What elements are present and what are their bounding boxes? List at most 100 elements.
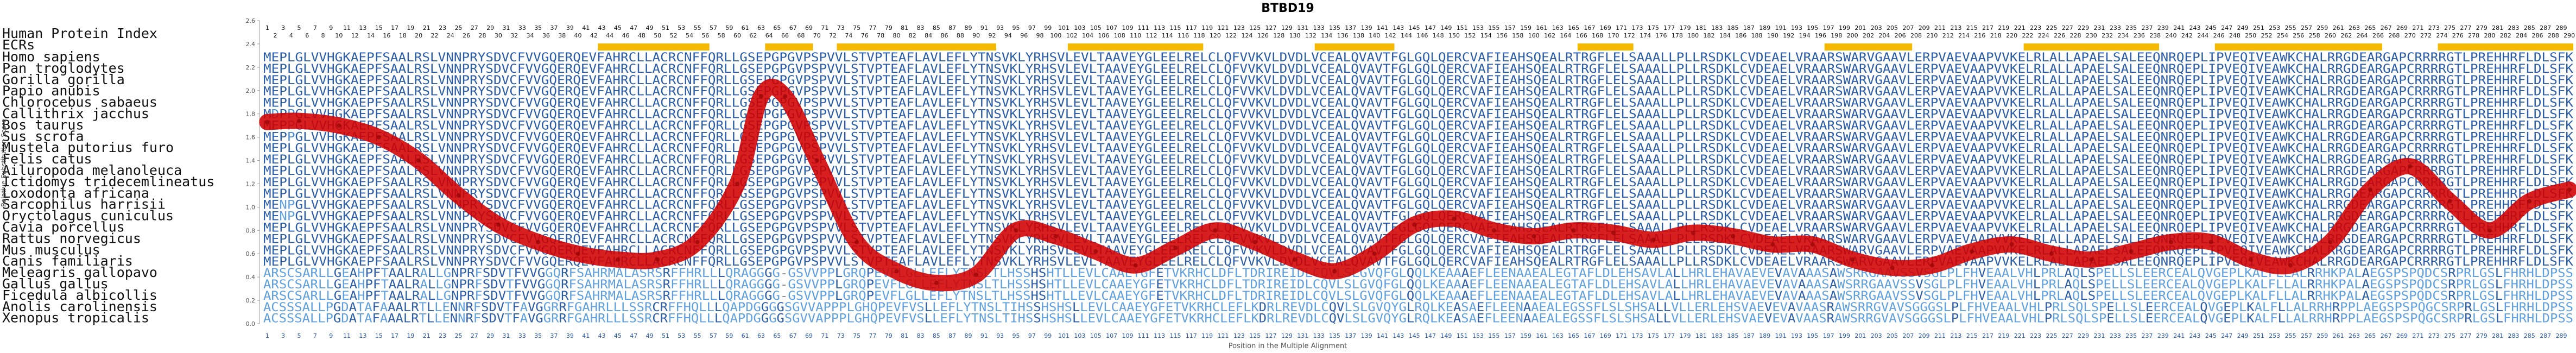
top-position-number: 141 (1377, 24, 1388, 31)
bottom-position-number: 13 (359, 332, 366, 339)
curve-point (894, 269, 899, 274)
top-position-number: 112 (1145, 32, 1157, 39)
sequence-row: ARSCSARLLGEAHPFTAALRALLGNPRFSDVTFVVGGQRF… (263, 278, 2573, 292)
curve-point (2089, 257, 2094, 262)
curve-point (695, 239, 700, 244)
top-position-number: 33 (518, 24, 526, 31)
curve-point (1571, 228, 1576, 233)
curve-point (1173, 245, 1178, 250)
bottom-position-number: 65 (773, 332, 781, 339)
top-position-number: 254 (2277, 32, 2288, 39)
top-position-number: 181 (1695, 24, 1707, 31)
top-position-number: 178 (1672, 32, 1683, 39)
bottom-position-number: 163 (1552, 332, 1564, 339)
top-position-number: 275 (2444, 24, 2455, 31)
top-position-number: 203 (1871, 24, 1882, 31)
top-position-number: 15 (375, 24, 383, 31)
top-position-number: 244 (2197, 32, 2208, 39)
top-position-number: 243 (2189, 24, 2201, 31)
species-label: Loxodonta africana (2, 185, 149, 201)
top-position-number: 23 (439, 24, 446, 31)
y-tick-label: 1.4 (246, 157, 256, 165)
bottom-position-number: 57 (710, 332, 717, 339)
curve-point (1412, 222, 1417, 227)
top-position-number: 95 (1012, 24, 1020, 31)
y-axis: 0.0 0.2 0.4 0.6 0.8 1.0 1.2 1.4 1.6 1.8 2.0 2.2 2.4 2… (246, 17, 260, 327)
sequence-row: MEPLGLVVHGKAEPFSAALRSLVNNPRYSDVCFVVGQERQ… (263, 74, 2574, 87)
top-position-number: 36 (542, 32, 550, 39)
top-position-number: 269 (2396, 24, 2408, 31)
bottom-position-number: 137 (1345, 332, 1356, 339)
bottom-position-numbers: 1 3 5 7 9 11 13 15 17 19 21 23 25 27 29 31 33 35 37 39 41 43 4… (265, 332, 2567, 339)
top-position-number: 260 (2325, 32, 2336, 39)
top-position-number: 108 (1114, 32, 1125, 39)
curve-point (416, 158, 421, 163)
bottom-position-number: 27 (471, 332, 478, 339)
top-position-number: 43 (598, 24, 606, 31)
top-position-number: 230 (2086, 32, 2097, 39)
bottom-position-number: 239 (2157, 332, 2169, 339)
bottom-position-number: 3 (281, 332, 285, 339)
ecr-bar (1314, 43, 1395, 51)
bottom-position-number: 89 (965, 332, 972, 339)
top-position-number: 217 (1982, 24, 1993, 31)
sequence-row: MEPLGLVVHGKAEPFSAALRSLVNNPRYSDVCFVVGQERQ… (263, 142, 2574, 155)
top-position-number: 122 (1225, 32, 1237, 39)
species-label: Ficedula albicollis (2, 287, 157, 303)
top-position-number: 278 (2468, 32, 2479, 39)
bottom-position-number: 205 (1887, 332, 1898, 339)
bottom-position-number: 159 (1520, 332, 1531, 339)
bottom-position-number: 167 (1584, 332, 1595, 339)
top-position-number: 259 (2316, 24, 2328, 31)
top-position-number: 17 (391, 24, 398, 31)
top-position-number: 127 (1265, 24, 1277, 31)
top-position-number: 84 (925, 32, 932, 39)
curve-point (2567, 187, 2572, 192)
bottom-position-number: 61 (742, 332, 749, 339)
top-position-number: 159 (1520, 24, 1531, 31)
top-position-number: 58 (718, 32, 725, 39)
top-position-number: 74 (845, 32, 852, 39)
curve-point (1611, 230, 1616, 235)
bottom-position-number: 43 (598, 332, 606, 339)
top-position-number: 137 (1345, 24, 1356, 31)
top-position-number: 66 (781, 32, 789, 39)
top-position-number: 6 (305, 32, 309, 39)
top-position-number: 250 (2245, 32, 2256, 39)
bottom-position-number: 149 (1440, 332, 1452, 339)
top-position-number: 1 (265, 24, 269, 31)
top-position-number: 101 (1058, 24, 1069, 31)
y-tick-label: 2.0 (246, 87, 256, 94)
ecrs-label: ECRs (2, 37, 35, 53)
curve-point (2169, 239, 2174, 244)
top-position-number: 177 (1663, 24, 1675, 31)
top-position-number: 128 (1273, 32, 1284, 39)
top-position-number: 234 (2118, 32, 2129, 39)
top-position-number: 96 (1020, 32, 1028, 39)
species-label: Bos taurus (2, 117, 84, 133)
top-position-number: 82 (909, 32, 916, 39)
curve-point (2049, 251, 2054, 256)
y-tick-label: 1.6 (246, 134, 256, 141)
top-position-number: 237 (2142, 24, 2153, 31)
curve-point (759, 94, 764, 99)
bottom-position-number: 21 (423, 332, 431, 339)
bottom-position-number: 247 (2221, 332, 2232, 339)
top-position-number: 24 (447, 32, 454, 39)
bottom-position-number: 51 (662, 332, 669, 339)
top-position-number: 186 (1735, 32, 1746, 39)
top-position-number: 241 (2173, 24, 2185, 31)
curve-point (376, 135, 381, 140)
bottom-position-number: 265 (2364, 332, 2376, 339)
top-position-number: 146 (1416, 32, 1428, 39)
top-position-number: 272 (2420, 32, 2432, 39)
top-position-number: 233 (2110, 24, 2121, 31)
bottom-position-number: 199 (1839, 332, 1850, 339)
curve-point (783, 94, 788, 99)
top-position-number: 222 (2022, 32, 2033, 39)
bottom-position-number: 289 (2555, 332, 2567, 339)
top-position-number: 52 (670, 32, 678, 39)
top-position-number: 274 (2436, 32, 2447, 39)
top-position-number: 249 (2237, 24, 2249, 31)
bottom-position-number: 215 (1966, 332, 1978, 339)
